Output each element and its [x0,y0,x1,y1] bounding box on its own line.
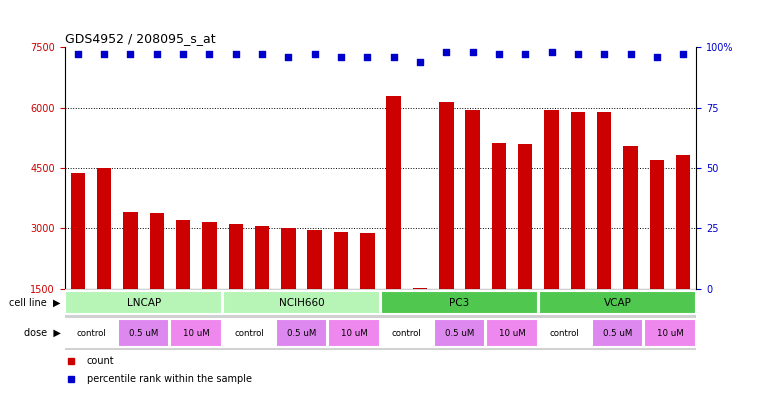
Text: 10 uM: 10 uM [183,329,209,338]
Text: control: control [234,329,264,338]
Bar [645,319,696,347]
Point [98,51,110,57]
Text: count: count [87,356,114,366]
Point [677,51,689,57]
Text: control: control [76,329,106,338]
Text: control: control [392,329,422,338]
Bar [623,146,638,349]
Text: PC3: PC3 [449,298,470,308]
Point [387,54,400,60]
Text: VCAP: VCAP [603,298,632,308]
Bar [123,212,138,349]
Text: 0.5 uM: 0.5 uM [603,329,632,338]
Text: 10 uM: 10 uM [341,329,368,338]
Text: 0.5 uM: 0.5 uM [444,329,474,338]
Bar [223,319,275,347]
Point [519,51,531,57]
Bar [65,316,696,350]
Bar [434,319,486,347]
Point [309,51,321,57]
Text: 10 uM: 10 uM [657,329,683,338]
Point [256,51,268,57]
Bar [307,230,322,349]
Bar [228,224,243,349]
Point [151,51,163,57]
Bar [150,213,164,349]
Text: 0.5 uM: 0.5 uM [129,329,158,338]
Text: GDS4952 / 208095_s_at: GDS4952 / 208095_s_at [65,31,215,44]
Text: LNCAP: LNCAP [126,298,161,308]
Bar [223,291,380,314]
Point [124,51,136,57]
Bar [65,289,696,316]
Bar [255,226,269,349]
Bar [539,319,591,347]
Point [598,51,610,57]
Bar [412,288,427,349]
Bar [381,319,432,347]
Bar [492,143,506,349]
Bar [381,291,538,314]
Point [335,54,347,60]
Bar [329,319,380,347]
Text: cell line  ▶: cell line ▶ [9,298,61,308]
Bar [571,112,585,349]
Bar [387,96,401,349]
Bar [281,228,295,349]
Bar [544,110,559,349]
Bar [466,110,480,349]
Point [177,51,189,57]
Point [546,49,558,55]
Point [572,51,584,57]
Point [230,51,242,57]
Point [466,49,479,55]
Bar [202,222,217,349]
Text: NCIH660: NCIH660 [279,298,324,308]
Bar [176,220,190,349]
Bar [97,168,111,349]
Text: 10 uM: 10 uM [498,329,525,338]
Bar [170,319,222,347]
Point [651,54,663,60]
Bar [275,319,327,347]
Bar [676,155,690,349]
Bar [65,319,116,347]
Text: dose  ▶: dose ▶ [24,328,61,338]
Point [493,51,505,57]
Bar [650,160,664,349]
Point [282,54,295,60]
Bar [539,291,696,314]
Point [414,59,426,65]
Bar [334,232,349,349]
Bar [591,319,643,347]
Point [203,51,215,57]
Bar [597,112,611,349]
Point [625,51,637,57]
Bar [71,173,85,349]
Bar [118,319,170,347]
Bar [65,291,222,314]
Point [440,49,452,55]
Text: percentile rank within the sample: percentile rank within the sample [87,374,252,384]
Bar [439,101,454,349]
Point [361,54,374,60]
Text: control: control [550,329,580,338]
Text: 0.5 uM: 0.5 uM [287,329,317,338]
Bar [518,144,533,349]
Bar [360,233,374,349]
Bar [486,319,538,347]
Point [72,51,84,57]
